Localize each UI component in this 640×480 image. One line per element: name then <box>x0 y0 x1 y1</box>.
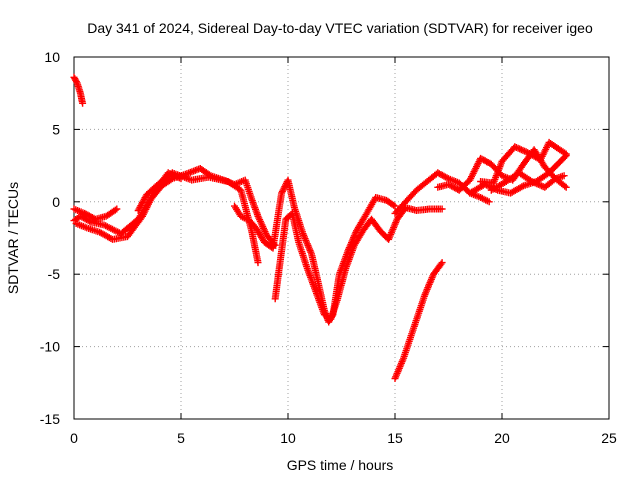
data-point-marker <box>278 188 286 195</box>
data-point-marker <box>518 183 526 191</box>
data-point-marker <box>534 180 542 188</box>
series-pass-a <box>70 73 87 107</box>
data-point-marker <box>438 205 446 213</box>
axis-ticks: 0 5 10 15 20 25 -15 -10 -5 0 5 10 <box>40 49 617 446</box>
data-point-marker <box>528 178 536 185</box>
data-point-marker <box>561 149 569 157</box>
x-tick-label: 15 <box>387 430 403 446</box>
data-point-marker <box>536 181 544 189</box>
x-axis-label: GPS time / hours <box>287 457 394 473</box>
data-point-marker <box>111 206 119 214</box>
x-tick-label: 25 <box>601 430 617 446</box>
data-point-marker <box>519 146 527 154</box>
data-point-marker <box>483 158 491 166</box>
series-pass-l <box>477 138 570 187</box>
data-point-marker <box>281 183 289 191</box>
grid-lines <box>74 57 609 419</box>
data-point-marker <box>516 145 524 153</box>
data-point-marker <box>437 260 445 268</box>
data-point-marker <box>485 198 493 206</box>
series-pass-h <box>391 259 446 382</box>
data-point-marker <box>438 259 446 267</box>
data-point-marker <box>562 183 570 191</box>
data-point-marker <box>435 170 443 178</box>
y-tick-label: 5 <box>52 121 60 137</box>
y-tick-label: -10 <box>40 339 60 355</box>
data-point-marker <box>87 213 95 221</box>
data-point-marker <box>441 173 449 181</box>
data-point-marker <box>113 205 121 213</box>
data-point-marker <box>477 154 485 162</box>
data-point-marker <box>561 182 569 190</box>
data-point-marker <box>446 181 454 189</box>
chart-title: Day 341 of 2024, Sidereal Day-to-day VTE… <box>87 20 593 36</box>
data-point-marker <box>478 155 486 163</box>
plot-frame <box>73 56 610 420</box>
y-axis-label: SDTVAR / TECUs <box>5 182 21 294</box>
x-tick-label: 10 <box>280 430 296 446</box>
data-point-marker <box>443 174 451 182</box>
data-point-marker <box>81 209 89 217</box>
series-pass-g <box>271 204 446 323</box>
y-tick-label: 10 <box>44 49 60 65</box>
x-tick-label: 5 <box>177 430 185 446</box>
data-point-marker <box>390 201 398 209</box>
data-point-marker <box>280 184 288 192</box>
data-point-marker <box>254 259 262 267</box>
data-point-marker <box>391 202 399 210</box>
x-tick-label: 20 <box>494 430 510 446</box>
y-tick-label: -15 <box>40 411 60 427</box>
data-point-marker <box>560 172 568 180</box>
data-points <box>70 73 570 382</box>
series-pass-c <box>70 205 121 223</box>
y-tick-label: 0 <box>52 194 60 210</box>
data-point-marker <box>278 189 286 197</box>
data-point-marker <box>562 150 570 158</box>
y-tick-label: -5 <box>48 266 61 282</box>
data-point-marker <box>72 78 80 86</box>
x-tick-label: 0 <box>70 430 78 446</box>
series-pass-m <box>487 169 568 194</box>
series-pass-i <box>391 169 493 217</box>
data-point-marker <box>79 99 87 107</box>
